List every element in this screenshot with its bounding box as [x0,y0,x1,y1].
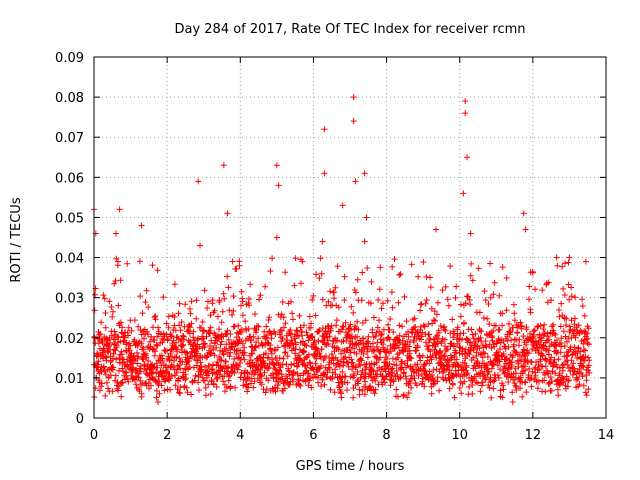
data-point [224,210,231,217]
data-point [582,258,589,265]
data-point [352,178,359,185]
y-tick-label: 0.03 [55,292,84,307]
y-tick-label: 0 [76,412,84,427]
x-tick-label: 14 [598,428,615,443]
data-point [197,242,204,249]
data-point [460,190,467,197]
data-point [195,178,202,185]
data-point [138,222,145,229]
x-tick-label: 8 [382,428,390,443]
y-tick-label: 0.01 [55,372,84,387]
data-point [509,398,516,405]
data-point [361,170,368,177]
x-tick-label: 4 [236,428,244,443]
data-point [520,210,527,217]
x-axis-label: GPS time / hours [296,459,405,474]
y-tick-label: 0.06 [55,171,84,186]
chart-title: Day 284 of 2017, Rate Of TEC Index for r… [174,22,525,37]
data-point [321,170,328,177]
y-tick-label: 0.04 [55,252,84,267]
data-point [350,118,357,125]
y-tick-label: 0.08 [55,91,84,106]
y-tick-label: 0.09 [55,51,84,66]
data-point [321,126,328,133]
data-point [220,162,227,169]
y-tick-label: 0.02 [55,332,84,347]
data-point [467,230,474,237]
data-point [155,398,161,405]
y-tick-label: 0.05 [55,211,84,226]
data-point [522,226,529,233]
x-tick-label: 10 [451,428,468,443]
data-point [116,206,123,213]
data-point [464,154,471,161]
data-point [275,182,282,189]
axis-ticks: 0 2 4 6 8 10 12 14 0 0.01 0.02 0.03 0.04 0.05 0.06 0.07… [55,51,614,443]
data-point [273,234,280,241]
y-axis-label: ROTI / TECUs [9,197,24,282]
data-point [553,254,560,261]
plot-frame [93,56,607,419]
x-tick-label: 12 [525,428,542,443]
x-tick-label: 6 [309,428,317,443]
data-point [462,98,469,105]
x-tick-label: 0 [90,428,98,443]
y-tick-label: 0.07 [55,131,84,146]
x-tick-label: 2 [163,428,171,443]
data-point [273,162,280,169]
data-point [339,202,346,209]
data-point [432,226,439,233]
data-point [112,230,119,237]
data-point [566,254,573,261]
data-point [363,214,370,221]
data-point [462,110,469,117]
data-point [361,238,368,245]
data-point [319,238,326,245]
data-point [350,94,357,101]
